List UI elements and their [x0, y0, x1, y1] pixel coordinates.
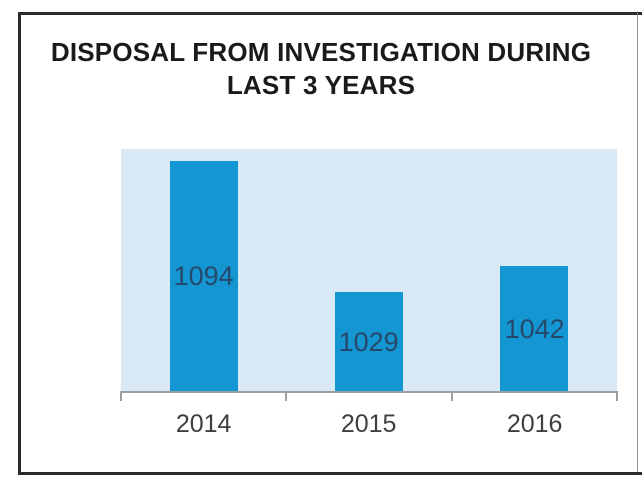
chart-title-line-2: LAST 3 YEARS — [226, 70, 416, 100]
data-label-2014: 1094 — [173, 261, 234, 291]
x-axis-tick — [120, 393, 122, 401]
chart-frame-right-edge — [637, 13, 638, 472]
chart-border-frame — [18, 12, 642, 475]
bar-2014 — [170, 161, 238, 391]
x-axis-label-2014: 2014 — [175, 410, 232, 438]
chart-title: DISPOSAL FROM INVESTIGATION DURING LAST … — [30, 36, 612, 102]
x-axis-tick — [450, 393, 453, 401]
chart-title-line-1: DISPOSAL FROM INVESTIGATION DURING — [50, 37, 592, 67]
x-axis-label-2015: 2015 — [340, 410, 397, 438]
bar-2016 — [500, 266, 568, 391]
data-label-2015: 1029 — [338, 327, 399, 357]
x-axis-tick — [285, 393, 288, 401]
x-axis-tick — [616, 393, 618, 401]
x-axis-label-2016: 2016 — [506, 410, 563, 438]
data-label-2016: 1042 — [504, 314, 565, 344]
bar-2015 — [335, 292, 403, 391]
x-axis-line — [120, 391, 618, 393]
